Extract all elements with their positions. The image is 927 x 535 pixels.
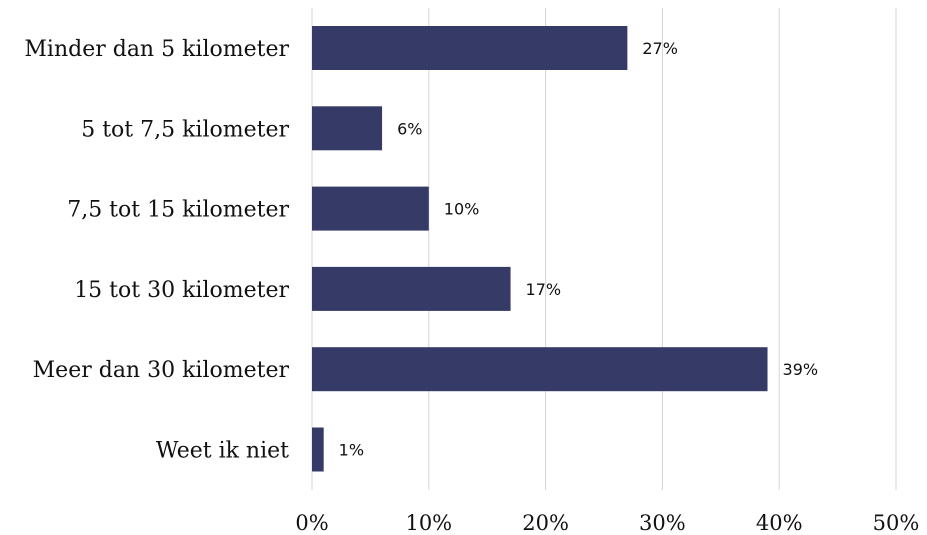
x-tick-label: 10% [405,511,452,535]
x-tick-label: 20% [522,511,569,535]
category-label: Meer dan 30 kilometer [33,358,290,383]
category-labels: Minder dan 5 kilometer 5 tot 7,5 kilomete… [24,37,289,464]
data-labels: 27% 6% 10% 17% 39% 1% [339,39,818,460]
category-label: 15 tot 30 kilometer [74,278,289,303]
data-label: 27% [642,39,678,58]
category-label: Weet ik niet [156,439,289,464]
category-label: 5 tot 7,5 kilometer [81,117,289,142]
gridlines [311,8,897,490]
data-label: 1% [339,441,364,460]
category-label: 7,5 tot 15 kilometer [67,198,289,223]
x-tick-label: 50% [873,511,920,535]
data-label: 39% [783,360,819,379]
category-label: Minder dan 5 kilometer [24,37,289,62]
x-tick-label: 40% [756,511,803,535]
x-tick-label: 0% [295,511,328,535]
x-axis-tick-labels: 0% 10% 20% 30% 40% 50% [295,511,919,535]
bars [312,26,768,472]
data-label: 10% [444,200,480,219]
bar [312,186,429,231]
bar [312,427,324,472]
bar [312,266,511,311]
x-tick-label: 30% [639,511,686,535]
bar [312,26,628,70]
data-label: 17% [526,280,562,299]
bar [312,106,383,151]
data-label: 6% [397,119,422,138]
bar [312,347,768,392]
